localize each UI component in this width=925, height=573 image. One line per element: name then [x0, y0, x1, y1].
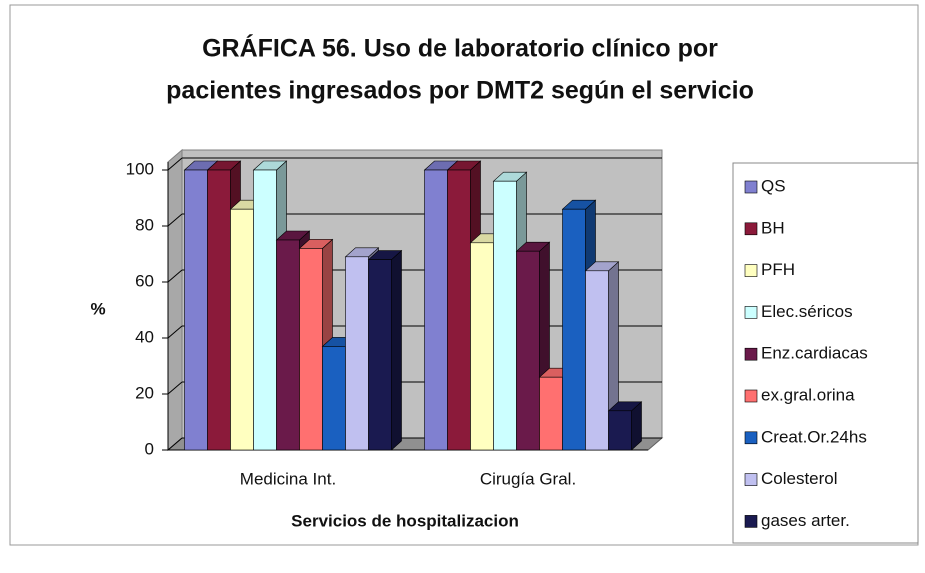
legend-swatch	[744, 347, 758, 361]
x-tick-label: Medicina Int.	[240, 469, 336, 488]
legend-label: Enz.cardiacas	[761, 344, 868, 363]
x-tick-label: Cirugía Gral.	[480, 469, 576, 488]
y-tick-label: 40	[135, 327, 154, 346]
chart-title: GRÁFICA 56. Uso de laboratorio clínico p…	[202, 34, 718, 63]
legend-swatch	[744, 222, 758, 236]
bar	[516, 250, 540, 451]
bar	[424, 169, 448, 451]
legend-swatch	[744, 389, 758, 403]
bar	[539, 376, 563, 451]
y-axis-title: %	[90, 299, 105, 318]
legend-label: BH	[761, 218, 785, 237]
y-tick-label: 100	[126, 159, 154, 178]
grid-line	[167, 437, 183, 451]
grid-line	[167, 325, 183, 339]
legend-label: Elec.séricos	[761, 302, 853, 321]
y-tick-label: 20	[135, 383, 154, 402]
legend-label: QS	[761, 176, 786, 195]
legend-label: PFH	[761, 260, 795, 279]
bar	[345, 256, 369, 451]
y-tick-label: 80	[135, 215, 154, 234]
legend-swatch	[744, 306, 758, 319]
legend-swatch	[744, 515, 758, 528]
bar	[276, 239, 300, 451]
chart-title: pacientes ingresados por DMT2 según el s…	[166, 77, 754, 105]
legend-label: gases arter.	[761, 511, 850, 530]
bar	[562, 208, 586, 451]
legend-label: Colesterol	[761, 469, 838, 488]
legend-swatch	[744, 473, 758, 486]
bar	[322, 346, 346, 451]
legend-box	[732, 162, 919, 544]
bar	[368, 259, 392, 451]
bar	[447, 169, 471, 451]
grid-line	[167, 157, 183, 171]
bar	[207, 169, 231, 451]
bar	[230, 208, 254, 451]
grid-line	[167, 381, 183, 395]
bar	[299, 248, 323, 451]
grid-line	[167, 213, 183, 227]
side-wall	[167, 148, 183, 452]
bar	[493, 180, 517, 451]
legend-swatch	[744, 264, 758, 277]
bar-side	[391, 249, 402, 451]
bar	[253, 169, 277, 451]
grid-line	[167, 269, 183, 283]
bar	[608, 410, 632, 451]
y-tick-label: 0	[145, 439, 154, 458]
legend-label: Creat.Or.24hs	[761, 427, 867, 446]
bar	[184, 169, 208, 451]
bar	[470, 242, 494, 451]
y-tick-label: 60	[135, 271, 154, 290]
x-axis-title: Servicios de hospitalizacion	[291, 511, 519, 530]
bar	[585, 270, 609, 451]
legend-swatch	[744, 431, 758, 445]
legend-swatch	[744, 180, 758, 194]
legend-label: ex.gral.orina	[761, 385, 855, 404]
